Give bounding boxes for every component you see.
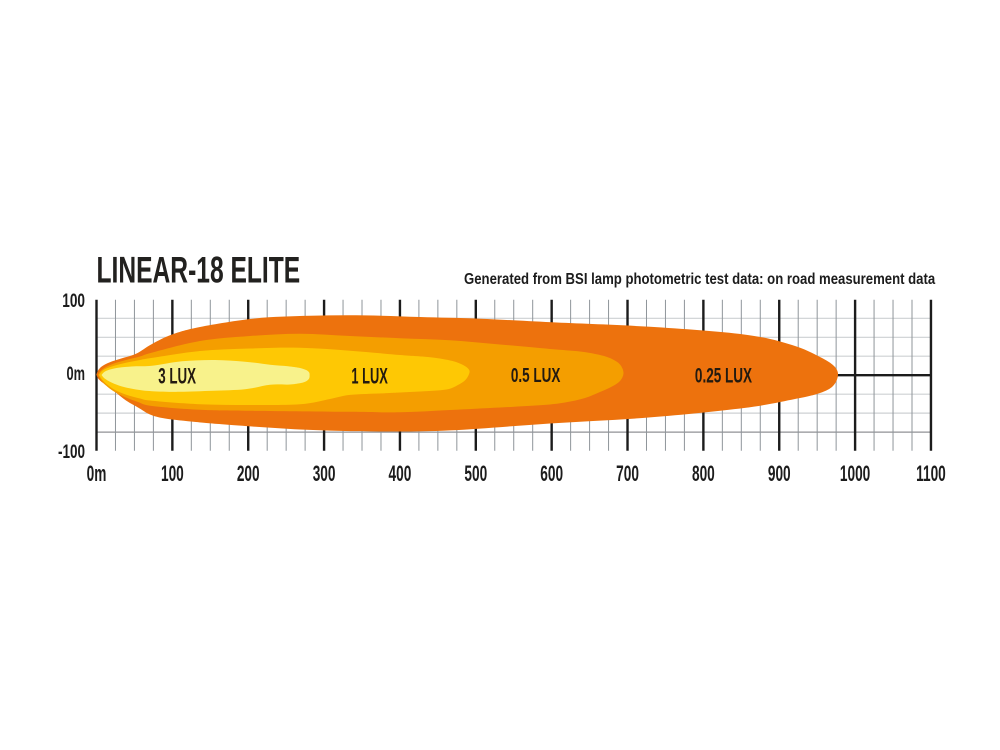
svg-text:700: 700 [616,460,639,485]
svg-text:3 LUX: 3 LUX [158,364,196,388]
svg-text:-100: -100 [58,440,85,462]
svg-text:300: 300 [313,460,336,485]
svg-text:Generated from BSI lamp photom: Generated from BSI lamp photometric test… [464,271,935,288]
svg-text:0m: 0m [66,362,85,385]
svg-text:LINEAR-18 ELITE: LINEAR-18 ELITE [97,250,301,291]
svg-text:1 LUX: 1 LUX [351,364,387,388]
svg-text:1100: 1100 [916,460,946,485]
svg-text:600: 600 [540,460,563,485]
svg-text:0m: 0m [87,460,107,485]
svg-text:200: 200 [237,460,260,485]
svg-text:500: 500 [464,460,487,485]
svg-text:400: 400 [389,460,412,485]
svg-text:0.25 LUX: 0.25 LUX [695,363,752,387]
svg-text:100: 100 [161,460,184,485]
svg-text:1000: 1000 [840,460,870,485]
svg-text:0.5 LUX: 0.5 LUX [511,363,561,387]
svg-text:100: 100 [62,290,85,312]
svg-text:800: 800 [692,460,715,485]
svg-text:900: 900 [768,460,791,485]
